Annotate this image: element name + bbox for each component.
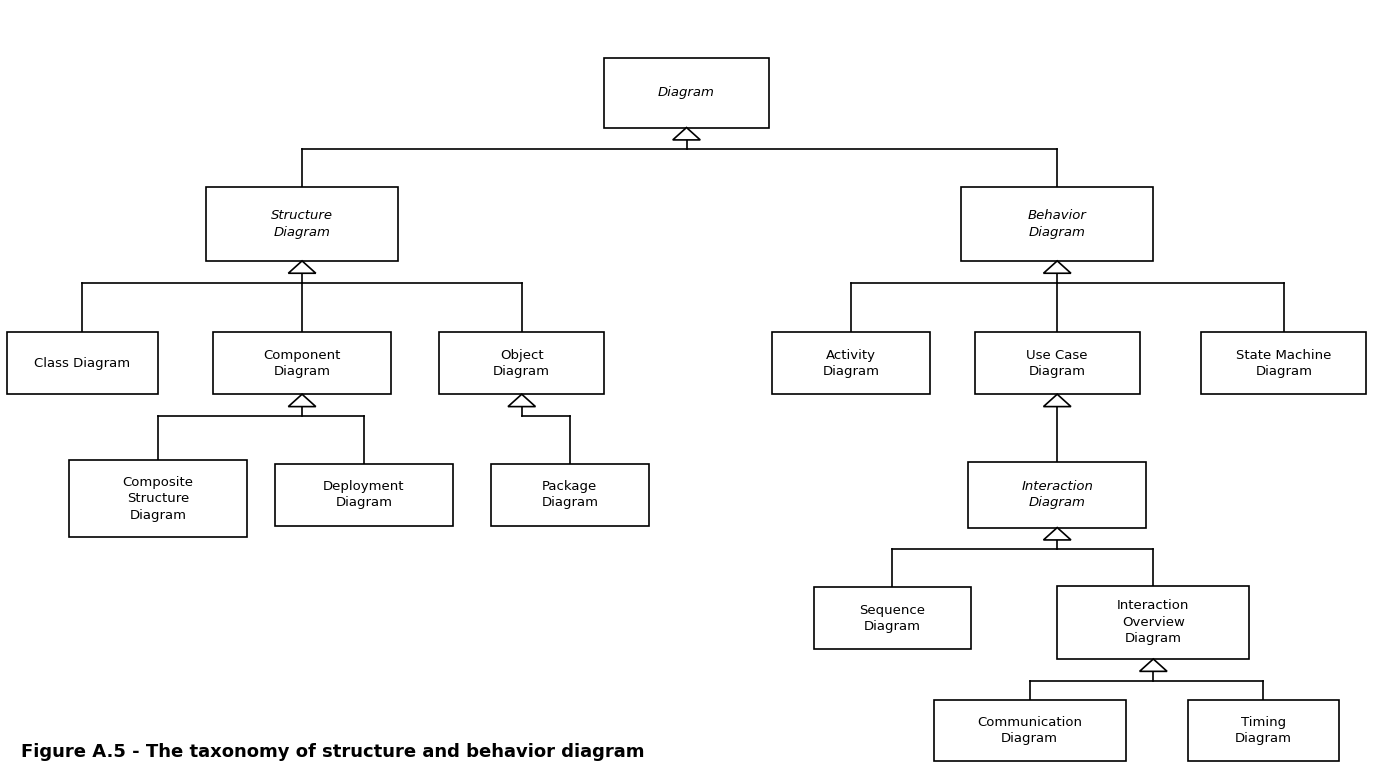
Text: Interaction
Overview
Diagram: Interaction Overview Diagram: [1118, 599, 1189, 645]
Text: Deployment
Diagram: Deployment Diagram: [323, 480, 405, 509]
FancyBboxPatch shape: [7, 332, 158, 394]
Polygon shape: [673, 128, 700, 140]
FancyBboxPatch shape: [213, 332, 391, 394]
Polygon shape: [1043, 394, 1071, 407]
FancyBboxPatch shape: [439, 332, 604, 394]
Polygon shape: [1043, 527, 1071, 540]
FancyBboxPatch shape: [772, 332, 931, 394]
Text: Object
Diagram: Object Diagram: [493, 349, 551, 378]
FancyBboxPatch shape: [492, 464, 648, 526]
Text: Sequence
Diagram: Sequence Diagram: [859, 604, 925, 633]
FancyBboxPatch shape: [1057, 586, 1249, 659]
FancyBboxPatch shape: [275, 464, 453, 526]
FancyBboxPatch shape: [1201, 332, 1366, 394]
Text: Package
Diagram: Package Diagram: [541, 480, 599, 509]
FancyBboxPatch shape: [604, 58, 769, 128]
Text: Class Diagram: Class Diagram: [34, 357, 130, 369]
Polygon shape: [288, 394, 316, 407]
FancyBboxPatch shape: [961, 187, 1153, 261]
Text: Activity
Diagram: Activity Diagram: [822, 349, 880, 378]
FancyBboxPatch shape: [813, 587, 972, 649]
Text: Structure
Diagram: Structure Diagram: [270, 209, 334, 239]
Text: Use Case
Diagram: Use Case Diagram: [1027, 349, 1087, 378]
Polygon shape: [1140, 659, 1167, 671]
FancyBboxPatch shape: [69, 460, 247, 537]
Text: Component
Diagram: Component Diagram: [264, 349, 341, 378]
FancyBboxPatch shape: [975, 332, 1140, 394]
Text: Behavior
Diagram: Behavior Diagram: [1028, 209, 1086, 239]
Text: Interaction
Diagram: Interaction Diagram: [1022, 480, 1093, 509]
Text: Communication
Diagram: Communication Diagram: [978, 716, 1082, 745]
FancyBboxPatch shape: [1188, 700, 1339, 761]
Polygon shape: [508, 394, 535, 407]
FancyBboxPatch shape: [934, 700, 1126, 761]
Text: Figure A.5 - The taxonomy of structure and behavior diagram: Figure A.5 - The taxonomy of structure a…: [21, 744, 644, 761]
Text: Diagram: Diagram: [658, 87, 715, 99]
FancyBboxPatch shape: [968, 461, 1146, 527]
Polygon shape: [288, 261, 316, 274]
Text: Composite
Structure
Diagram: Composite Structure Diagram: [122, 475, 194, 522]
Text: Timing
Diagram: Timing Diagram: [1234, 716, 1292, 745]
FancyBboxPatch shape: [206, 187, 398, 261]
Text: State Machine
Diagram: State Machine Diagram: [1236, 349, 1332, 378]
Polygon shape: [1043, 261, 1071, 274]
